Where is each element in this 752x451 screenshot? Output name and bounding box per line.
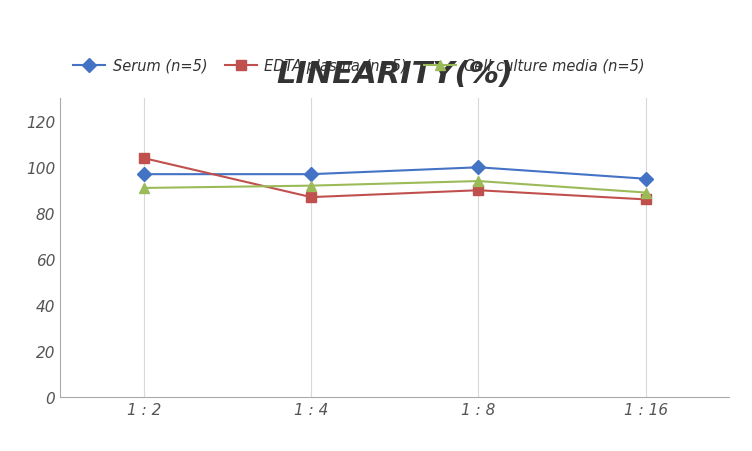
Legend: Serum (n=5), EDTA plasma (n=5), Cell culture media (n=5): Serum (n=5), EDTA plasma (n=5), Cell cul… [68, 53, 650, 79]
Serum (n=5) [139, 172, 148, 178]
EDTA plasma (n=5) [641, 197, 650, 202]
Title: LINEARITY(%): LINEARITY(%) [276, 60, 514, 88]
EDTA plasma (n=5) [139, 156, 148, 161]
Serum (n=5) [641, 177, 650, 182]
Line: Cell culture media (n=5): Cell culture media (n=5) [139, 177, 650, 198]
Cell culture media (n=5) [307, 184, 316, 189]
Serum (n=5) [474, 165, 483, 170]
Cell culture media (n=5) [474, 179, 483, 184]
Serum (n=5) [307, 172, 316, 178]
Cell culture media (n=5) [641, 190, 650, 196]
EDTA plasma (n=5) [307, 195, 316, 200]
Cell culture media (n=5) [139, 186, 148, 191]
EDTA plasma (n=5) [474, 188, 483, 193]
Line: Serum (n=5): Serum (n=5) [139, 163, 650, 184]
Line: EDTA plasma (n=5): EDTA plasma (n=5) [139, 154, 650, 205]
